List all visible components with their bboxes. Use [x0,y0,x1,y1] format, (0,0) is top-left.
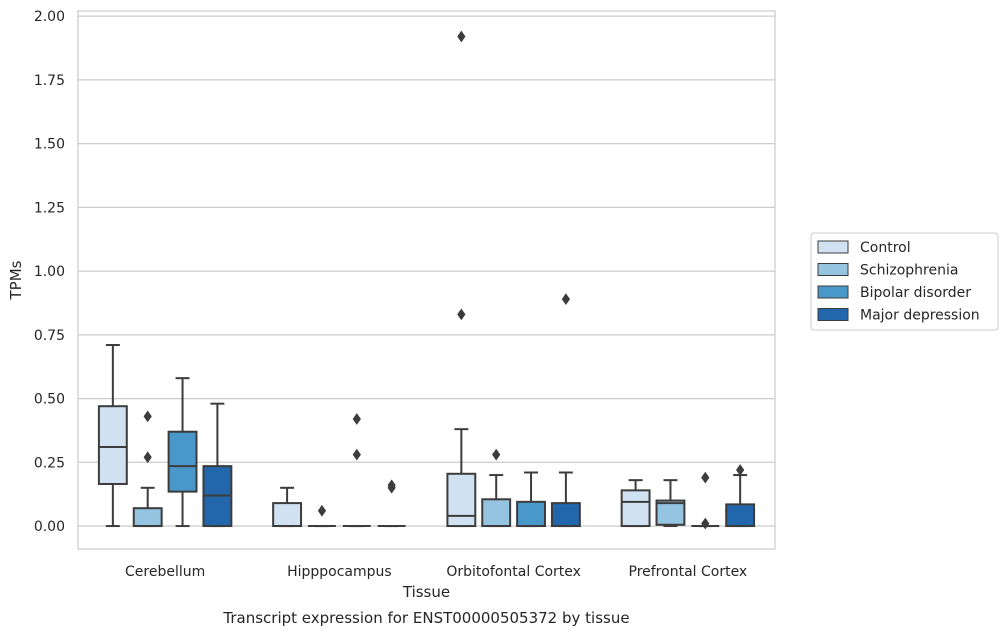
outlier-point [736,464,745,476]
outlier-point [352,413,361,425]
legend-label: Schizophrenia [860,263,958,279]
y-tick-label: 0.00 [34,519,65,535]
chart-caption: Transcript expression for ENST0000050537… [222,609,629,627]
y-axis-label: TPMs [7,260,25,300]
box-2-2 [516,471,546,528]
x-tick-label: Prefrontal Cortex [629,564,748,580]
box-1-1 [308,504,336,528]
box-body [272,502,303,528]
boxes [97,30,756,530]
box-body [97,405,128,485]
y-tick-label: 1.00 [34,264,65,280]
x-axis-ticks: Cerebellum Hipppocampus Orbitofontal Corte… [125,564,747,580]
y-tick-label: 1.75 [34,73,65,89]
legend-swatch [817,240,849,254]
box-body [132,507,163,528]
legend-swatch [817,263,849,276]
box-3-0 [620,479,651,528]
box-body [725,503,756,528]
box-1-3 [377,479,406,528]
x-axis-label: Tissue [402,583,450,601]
legend: Control Schizophrenia Bipolar disorder Majo… [810,232,999,331]
outlier-point [561,293,571,305]
legend-frame [810,232,999,331]
y-axis-ticks: 0.00 0.25 0.50 0.75 1.00 1.25 1.50 1.75 2.00 [34,9,65,535]
outlier-point [457,308,466,321]
box-body [550,502,581,528]
box-body [167,430,198,493]
box-2-3 [550,293,581,528]
outlier-point [701,517,710,530]
y-tick-label: 0.75 [34,328,65,344]
box-0-1 [132,410,163,528]
y-tick-label: 1.50 [34,137,65,153]
outlier-point [701,471,710,484]
outlier-point [492,448,501,461]
box-2-0 [446,30,477,528]
outlier-point [317,504,327,517]
box-body [655,499,686,526]
box-2-1 [481,448,512,528]
y-tick-label: 1.25 [34,200,65,216]
box-0-3 [202,402,233,528]
box-3-1 [655,479,686,528]
x-tick-label: Cerebellum [125,564,205,580]
box-body [481,498,512,528]
x-tick-label: Hipppocampus [287,564,392,580]
box-body [620,489,651,528]
box-1-0 [272,486,303,528]
legend-swatch [817,285,849,299]
box-3-2 [691,471,720,530]
box-3-3 [725,464,756,528]
y-tick-label: 0.50 [34,392,65,408]
outlier-point [143,451,152,464]
y-tick-label: 0.25 [34,455,65,471]
box-1-2 [342,413,371,528]
box-body [516,500,546,528]
box-body [446,472,477,528]
y-tick-label: 2.00 [34,9,65,25]
outlier-point [143,410,152,423]
outlier-point [352,448,361,461]
outlier-point [387,479,396,492]
legend-label: Major depression [860,308,980,324]
plot-frame [77,10,776,550]
legend-swatch [817,308,849,321]
x-tick-label: Orbitofontal Cortex [446,564,581,580]
box-0-2 [167,377,198,528]
legend-items: Control Schizophrenia Bipolar disorder Majo… [817,240,980,324]
legend-label: Control [860,240,911,256]
legend-label: Bipolar disorder [860,285,971,301]
outlier-point [457,30,466,43]
box-0-0 [97,344,128,528]
